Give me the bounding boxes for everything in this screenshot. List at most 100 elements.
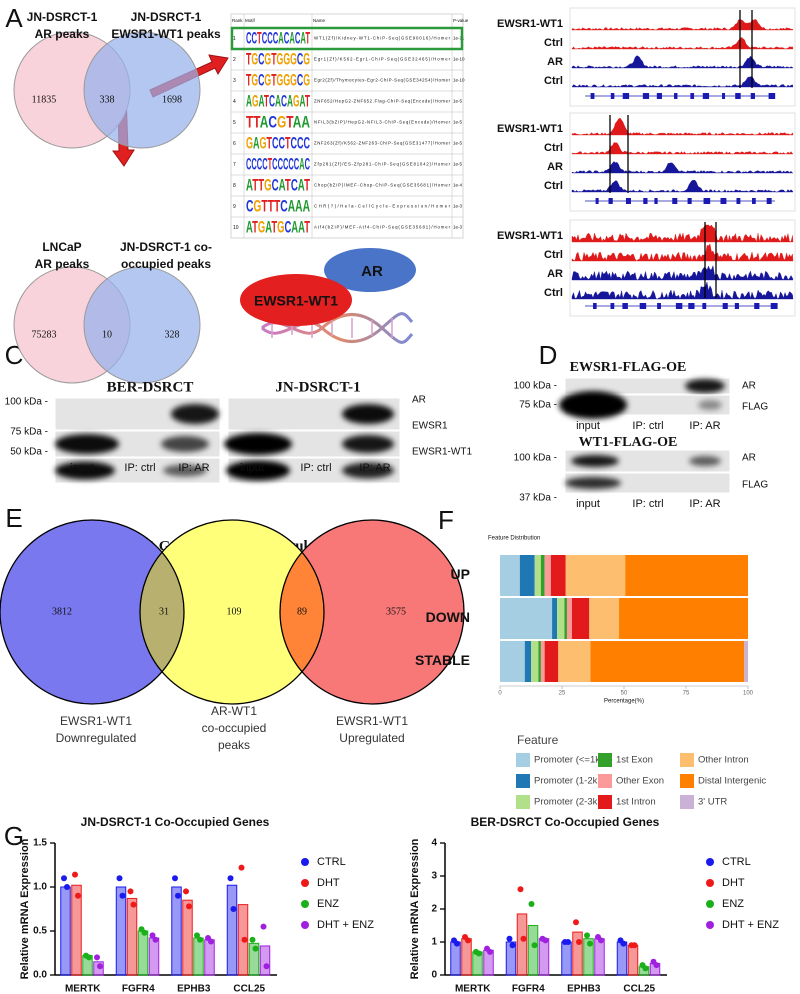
table-rank: 3 [233, 78, 236, 84]
data-point [631, 942, 638, 949]
venn-count: 89 [297, 606, 307, 617]
lane-label: IP: ctrl [632, 498, 663, 510]
band-label: FLAG [742, 402, 768, 413]
data-point [152, 936, 159, 943]
band-label: AR [742, 381, 756, 392]
bar [505, 941, 517, 976]
signal-track [571, 19, 794, 31]
data-point [183, 888, 189, 895]
bar [60, 886, 71, 976]
exon [703, 198, 711, 204]
venn-label: Upregulated [339, 731, 404, 745]
bar [527, 925, 539, 976]
exon [675, 303, 683, 309]
table-pvalue: 1e-5 [453, 99, 463, 104]
signal-track [571, 180, 794, 193]
signal-track [571, 243, 794, 262]
legend-label: DHT + ENZ [317, 919, 374, 931]
exon [639, 303, 647, 309]
table-rank: 1 [233, 36, 236, 42]
exon [768, 93, 776, 99]
bar [148, 937, 160, 976]
legend-label: Promoter (<=1kb) [534, 755, 608, 766]
x-tick-label: 25 [559, 691, 566, 697]
y-tick-label: 4 [431, 838, 437, 849]
table-pvalue: 1e-5 [453, 141, 463, 146]
band-label: EWSR1 [412, 421, 448, 432]
y-tick-label: 0.5 [33, 926, 47, 937]
x-axis-label: Percentage(%) [604, 699, 644, 705]
bar [171, 886, 182, 976]
motif-logo: ATGATGCAAT [246, 218, 310, 237]
blot-band [224, 433, 292, 455]
venn-count: 3812 [52, 606, 72, 617]
chart-title: JN-DSRCT-1 Co-Occupied Genes [81, 815, 270, 829]
exon [688, 303, 695, 309]
data-point [653, 962, 660, 969]
blot-strip [564, 449, 731, 473]
legend-label: 3' UTR [698, 797, 727, 808]
bar [616, 941, 628, 976]
table-name: Egr1(Zf)/K562-Egr1-ChIP-Seq(GSE32465)/Ho… [314, 57, 451, 62]
exon [590, 93, 595, 99]
table-frame [230, 13, 464, 239]
exon [702, 303, 707, 309]
lane-label: input [240, 462, 264, 474]
data-point [263, 963, 270, 970]
data-point [506, 935, 513, 942]
legend-swatch [598, 774, 612, 788]
bar [226, 884, 238, 976]
x-tick-label: 100 [743, 691, 754, 697]
legend-label: DHT + ENZ [722, 919, 779, 931]
blot-band [163, 464, 207, 477]
data-point [208, 938, 214, 945]
venn-label: JN-DSRCT-1 [131, 10, 202, 24]
table-name: NFIL3(bZIP)/HepG2-NFIL3-ChIP-Seq(Encode)… [314, 120, 451, 125]
venn-label: AR peaks [35, 27, 90, 41]
data-point [194, 932, 200, 939]
venn-label: EWSR1-WT1 [60, 714, 132, 728]
table-name: Atf4(bZIP)/MEF-Atf4-ChIP-Seq(GSE35681)/H… [314, 225, 451, 230]
bar-segment [550, 555, 566, 596]
chart-title: Feature Distribution [488, 536, 540, 542]
table-name: CHR(?)/Hela-CellCycle-Expression/Homer [314, 204, 451, 209]
y-tick-label: UP [451, 566, 470, 582]
bar-segment [566, 598, 572, 639]
blot-band [571, 455, 619, 467]
venn-circle [83, 31, 201, 149]
legend-marker [706, 900, 714, 908]
exon [672, 198, 678, 204]
exon [622, 303, 628, 309]
bar-segment [625, 555, 748, 596]
exon [720, 198, 727, 204]
data-point [509, 942, 516, 949]
bar [450, 941, 461, 976]
panel-letter: F [438, 505, 454, 535]
bar-segment [565, 555, 626, 596]
table-header: Motif [245, 18, 256, 23]
bar-segment [544, 641, 559, 682]
lane-label: IP: ctrl [124, 462, 155, 474]
blot-title: BER-DSRCT [107, 379, 194, 395]
legend-marker [301, 879, 309, 887]
data-point [61, 875, 67, 882]
motif-logo: TGCGTGGGCG [246, 71, 310, 90]
bar-segment [744, 641, 748, 682]
ewsr1-wt1-protein [240, 274, 352, 326]
bar [594, 938, 605, 976]
table-name: ZNF652/HepG2-ZNF652.Flag-ChIP-Seq(Encode… [314, 99, 451, 104]
data-point [227, 875, 234, 882]
table-pvalue: 1e-5 [453, 162, 463, 167]
legend-marker [301, 900, 309, 908]
data-point [528, 901, 535, 908]
blot-band [342, 462, 394, 479]
data-point [476, 950, 482, 957]
x-tick-label: FGFR4 [512, 984, 545, 994]
legend-swatch [680, 774, 694, 788]
table-name: WT1(Zf)/Kidney-WT1-ChIP-Seq(GSE90016)/Ho… [314, 36, 451, 41]
legend-marker [706, 879, 714, 887]
bar-segment [500, 555, 520, 596]
kda-label: 37 kDa - [519, 493, 557, 504]
y-tick-label: 0 [431, 970, 437, 981]
track-label: Ctrl [544, 287, 563, 299]
